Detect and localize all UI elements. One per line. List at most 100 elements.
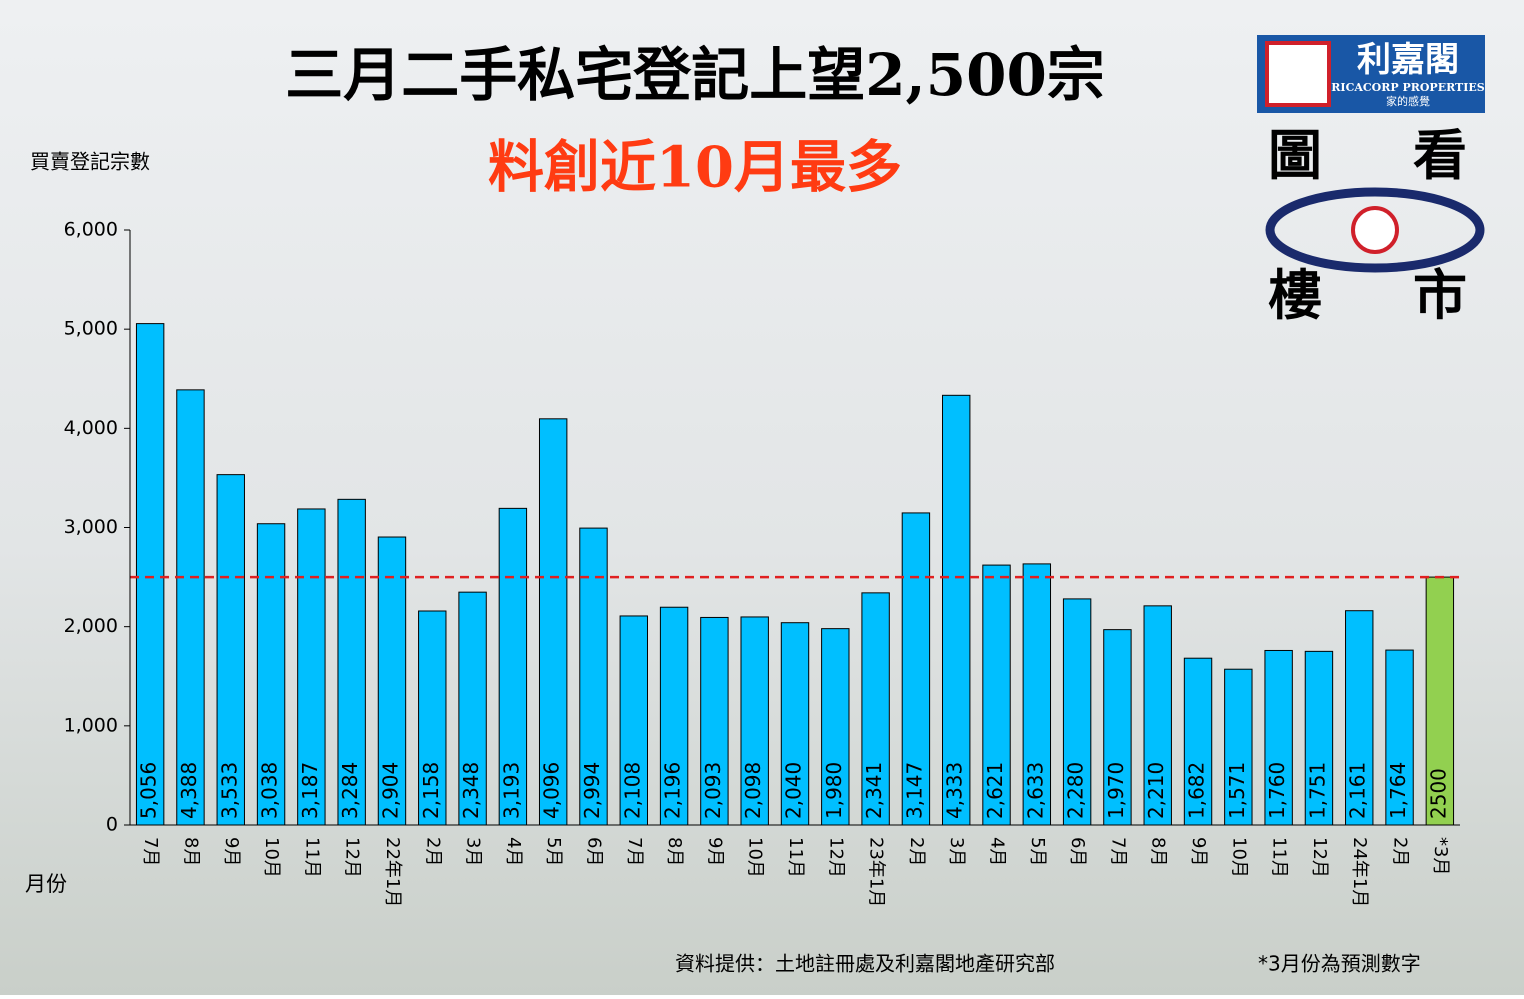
bar bbox=[1224, 668, 1253, 826]
x-tick-label: 12月 bbox=[1309, 837, 1330, 878]
logo-name: 利嘉閣 bbox=[1357, 40, 1459, 80]
bar bbox=[297, 508, 326, 826]
x-tick-label: 6月 bbox=[1067, 837, 1088, 866]
bar bbox=[135, 323, 165, 826]
y-tick-label: 4,000 bbox=[64, 417, 118, 439]
logo-english: RICACORP PROPERTIES bbox=[1331, 81, 1484, 94]
bar bbox=[942, 394, 971, 826]
value-label: 2,994 bbox=[580, 762, 604, 819]
bar bbox=[1345, 610, 1374, 826]
value-label: 2,098 bbox=[741, 762, 765, 819]
y-tick-label: 2,000 bbox=[64, 615, 118, 637]
value-label: 2,093 bbox=[701, 762, 725, 819]
bar bbox=[780, 622, 810, 826]
x-tick-label: 8月 bbox=[664, 837, 685, 866]
bar bbox=[1183, 657, 1213, 826]
x-tick-label: 12月 bbox=[342, 837, 363, 878]
value-label: 3,147 bbox=[902, 762, 926, 819]
y-tick-label: 1,000 bbox=[64, 714, 118, 736]
value-label: 2,904 bbox=[378, 762, 402, 819]
corner-word: 市 bbox=[1413, 263, 1467, 327]
bar bbox=[861, 592, 890, 826]
bar bbox=[982, 564, 1011, 826]
bar bbox=[377, 536, 407, 826]
x-tick-label: 2月 bbox=[1390, 837, 1411, 866]
x-tick-label: 8月 bbox=[1148, 837, 1169, 866]
x-tick-label: 9月 bbox=[1188, 837, 1209, 866]
y-tick-label: 6,000 bbox=[64, 219, 118, 241]
bar bbox=[1143, 605, 1172, 826]
value-label: 1,571 bbox=[1225, 762, 1249, 819]
x-tick-label: 11月 bbox=[1269, 837, 1290, 878]
x-tick-label: 12月 bbox=[825, 837, 846, 878]
bar bbox=[538, 418, 568, 826]
value-label: 2,196 bbox=[661, 762, 685, 819]
value-label: 4,096 bbox=[540, 762, 564, 819]
x-tick-label: 9月 bbox=[221, 837, 242, 866]
chart-subtitle: 料創近10月最多 bbox=[488, 135, 902, 201]
x-tick-label: 11月 bbox=[301, 837, 322, 878]
corner-word: 圖 bbox=[1268, 123, 1322, 187]
x-tick-label: 7月 bbox=[140, 837, 161, 866]
bar bbox=[176, 389, 205, 826]
bar bbox=[700, 616, 729, 826]
x-tick-label: 3月 bbox=[946, 837, 967, 866]
bar bbox=[256, 523, 286, 826]
corner-word: 樓 bbox=[1268, 263, 1322, 327]
value-label: 2,348 bbox=[459, 762, 483, 819]
value-label: 5,056 bbox=[137, 762, 161, 819]
value-label: 1,970 bbox=[1104, 762, 1128, 819]
value-label: 3,533 bbox=[217, 762, 241, 819]
corner-word: 看 bbox=[1413, 123, 1467, 187]
x-tick-label: 8月 bbox=[180, 837, 201, 866]
x-tick-label: 7月 bbox=[624, 837, 645, 866]
value-label: 3,038 bbox=[258, 762, 282, 819]
value-label: 2,210 bbox=[1144, 762, 1168, 819]
note: *3月份為預測數字 bbox=[1258, 952, 1421, 976]
value-label: 1,751 bbox=[1305, 762, 1329, 819]
x-tick-label: 10月 bbox=[1228, 837, 1249, 878]
value-label: 2,161 bbox=[1346, 762, 1370, 819]
value-label: 2500 bbox=[1426, 768, 1450, 819]
source: 資料提供：土地註冊處及利嘉閣地產研究部 bbox=[675, 952, 1055, 976]
x-tick-label: 3月 bbox=[463, 837, 484, 866]
value-label: 2,341 bbox=[862, 762, 886, 819]
x-tick-label: 7月 bbox=[1107, 837, 1128, 866]
value-label: 4,333 bbox=[943, 762, 967, 819]
y-tick-label: 5,000 bbox=[64, 318, 118, 340]
x-tick-label: 24年1月 bbox=[1349, 837, 1370, 907]
x-axis-label: 月份 bbox=[25, 872, 67, 896]
value-label: 2,280 bbox=[1064, 762, 1088, 819]
eye-pupil bbox=[1351, 206, 1399, 254]
bar bbox=[1385, 649, 1414, 826]
value-label: 2,633 bbox=[1023, 762, 1047, 819]
eye-icon bbox=[1265, 187, 1485, 273]
chart-title: 三月二手私宅登記上望2,500宗 bbox=[285, 41, 1105, 109]
x-tick-label: 6月 bbox=[583, 837, 604, 866]
x-tick-label: 10月 bbox=[261, 837, 282, 878]
bar bbox=[901, 512, 931, 826]
y-tick-label: 0 bbox=[106, 814, 118, 836]
logo-slogan: 家的感覺 bbox=[1386, 94, 1430, 108]
x-tick-label: 2月 bbox=[422, 837, 443, 866]
x-tick-label: *3月 bbox=[1430, 837, 1451, 875]
bar bbox=[1425, 576, 1455, 826]
x-tick-label: 5月 bbox=[1027, 837, 1048, 866]
x-tick-label: 9月 bbox=[704, 837, 725, 866]
value-label: 2,040 bbox=[782, 762, 806, 819]
bar bbox=[1103, 629, 1132, 826]
value-label: 1,980 bbox=[822, 762, 846, 819]
y-tick-label: 3,000 bbox=[64, 516, 118, 538]
value-label: 3,284 bbox=[338, 762, 362, 819]
logo-mark bbox=[1265, 41, 1331, 107]
value-label: 2,108 bbox=[620, 762, 644, 819]
x-tick-label: 5月 bbox=[543, 837, 564, 866]
x-tick-label: 4月 bbox=[987, 837, 1008, 866]
bar bbox=[1304, 650, 1334, 826]
x-tick-label: 22年1月 bbox=[382, 837, 403, 907]
bar bbox=[337, 498, 366, 826]
value-label: 1,760 bbox=[1265, 762, 1289, 819]
y-axis-label: 買賣登記宗數 bbox=[30, 150, 150, 174]
